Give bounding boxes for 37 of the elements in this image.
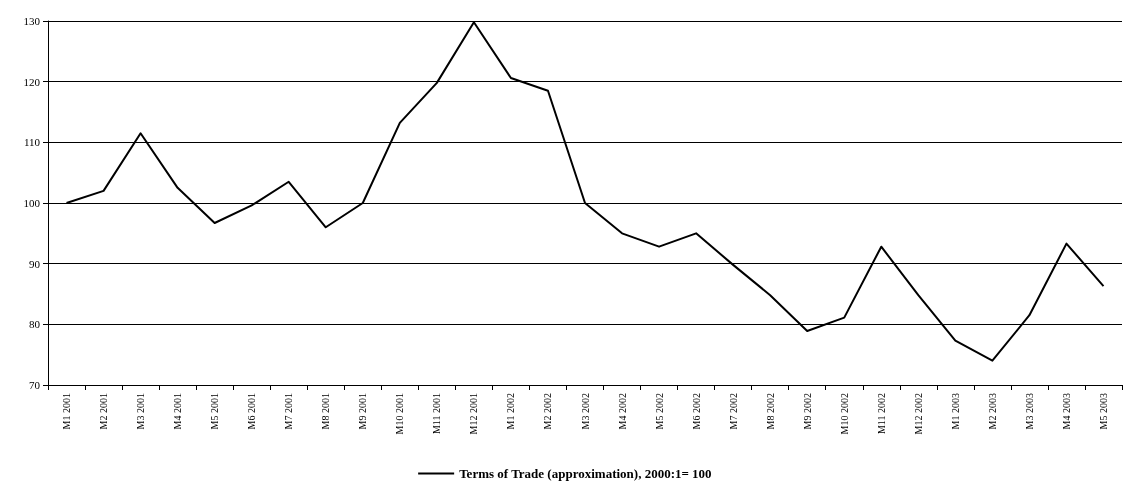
x-tick-label: M6 2002 bbox=[690, 393, 702, 430]
x-tick-label: M2 2002 bbox=[542, 393, 554, 430]
x-tick-label: M3 2002 bbox=[579, 393, 591, 430]
legend-label: Terms of Trade (approximation), 2000:1= 100 bbox=[459, 466, 712, 481]
y-tick-label: 110 bbox=[23, 136, 41, 149]
x-tick-label: M10 2002 bbox=[838, 393, 850, 435]
y-tick-label: 80 bbox=[29, 318, 41, 331]
x-tick-label: M2 2001 bbox=[98, 393, 110, 430]
x-tick-label: M12 2002 bbox=[912, 393, 924, 435]
x-tick-label: M9 2001 bbox=[357, 393, 369, 430]
x-tick-label: M8 2002 bbox=[764, 393, 776, 430]
x-tick-label: M1 2003 bbox=[949, 393, 961, 430]
x-tick-label: M7 2001 bbox=[283, 393, 295, 430]
y-tick-label: 90 bbox=[29, 257, 41, 270]
x-tick-label: M4 2002 bbox=[616, 393, 628, 430]
x-tick-label: M11 2002 bbox=[875, 393, 887, 435]
x-tick-label: M4 2001 bbox=[172, 393, 184, 430]
x-tick-label: M7 2002 bbox=[727, 393, 739, 430]
y-tick-label: 120 bbox=[23, 75, 41, 88]
x-tick-label: M11 2001 bbox=[431, 393, 443, 435]
x-tick-label: M12 2001 bbox=[468, 393, 480, 435]
x-tick-label: M5 2001 bbox=[209, 393, 221, 430]
x-tick-label: M4 2003 bbox=[1060, 393, 1072, 430]
x-tick-label: M1 2002 bbox=[505, 393, 517, 430]
y-tick-label: 130 bbox=[23, 15, 41, 27]
x-tick-label: M5 2003 bbox=[1097, 393, 1109, 430]
x-tick-label: M8 2001 bbox=[320, 393, 332, 430]
x-tick-label: M9 2002 bbox=[801, 393, 813, 430]
x-tick-label: M5 2002 bbox=[653, 393, 665, 430]
x-tick-label: M2 2003 bbox=[986, 393, 998, 430]
x-tick-label: M1 2001 bbox=[61, 393, 73, 430]
y-tick-label: 100 bbox=[23, 197, 41, 209]
x-tick-label: M10 2001 bbox=[394, 393, 406, 435]
x-tick-label: M6 2001 bbox=[246, 393, 258, 430]
y-tick-label: 70 bbox=[29, 379, 41, 391]
x-tick-label: M3 2003 bbox=[1023, 393, 1035, 430]
x-tick-label: M3 2001 bbox=[135, 393, 147, 430]
